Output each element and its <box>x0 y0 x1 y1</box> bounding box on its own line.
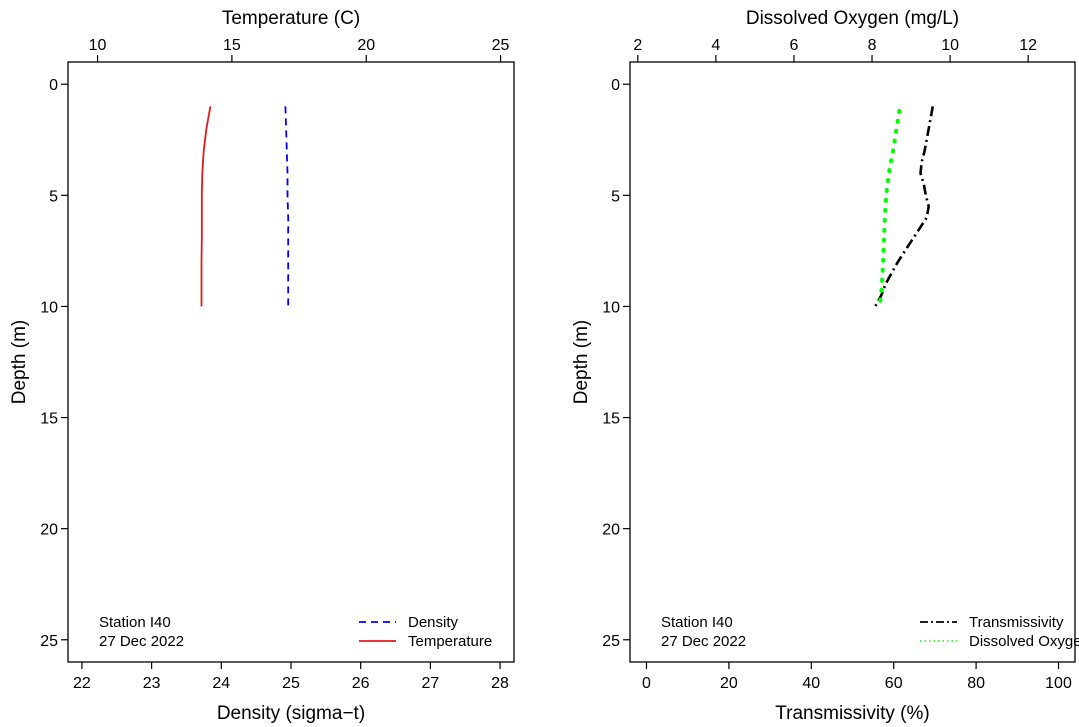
top-axis-tick-label: 6 <box>789 37 798 54</box>
y-axis-tick-label: 25 <box>602 633 620 650</box>
top-axis-title: Dissolved Oxygen (mg/L) <box>746 8 959 29</box>
top-axis-tick-label: 10 <box>89 37 107 54</box>
bottom-axis-tick-label: 100 <box>1045 675 1072 692</box>
legend-label: Dissolved Oxygen <box>969 633 1079 650</box>
series-line-transmissivity <box>874 106 935 308</box>
bottom-axis-tick-label: 26 <box>352 675 370 692</box>
y-axis-tick-label: 15 <box>602 411 620 428</box>
station-date: 27 Dec 2022 <box>661 633 746 650</box>
top-axis-tick-label: 12 <box>1019 37 1037 54</box>
y-axis-tick-label: 20 <box>602 522 620 539</box>
bottom-axis-tick-label: 0 <box>642 675 651 692</box>
bottom-axis-tick-label: 80 <box>967 675 985 692</box>
series-line-density <box>284 106 290 307</box>
bottom-axis-tick-label: 23 <box>143 675 161 692</box>
y-axis-title: Depth (m) <box>9 320 30 404</box>
station-date: 27 Dec 2022 <box>99 633 184 650</box>
legend-label: Transmissivity <box>969 614 1064 631</box>
series-line-dissolved-oxygen <box>877 108 902 309</box>
top-axis-tick-label: 15 <box>223 37 241 54</box>
y-axis-tick-label: 0 <box>611 77 620 94</box>
bottom-axis-tick-label: 40 <box>802 675 820 692</box>
top-axis-tick-label: 4 <box>711 37 720 54</box>
plot-frame-right <box>629 61 1076 663</box>
bottom-axis-tick-label: 20 <box>720 675 738 692</box>
y-axis-tick-label: 15 <box>40 411 58 428</box>
bottom-axis-title: Density (sigma−t) <box>217 703 365 724</box>
legend-label: Density <box>408 614 459 631</box>
top-axis-tick-label: 8 <box>868 37 877 54</box>
y-axis-title: Depth (m) <box>571 320 592 404</box>
bottom-axis-title: Transmissivity (%) <box>775 703 929 724</box>
top-axis-title: Temperature (C) <box>222 8 360 29</box>
top-axis-tick-label: 10 <box>941 37 959 54</box>
y-axis-tick-label: 5 <box>611 188 620 205</box>
top-axis-tick-label: 2 <box>633 37 642 54</box>
y-axis-tick-label: 10 <box>602 299 620 316</box>
legend-label: Temperature <box>408 633 492 650</box>
bottom-axis-tick-label: 24 <box>212 675 230 692</box>
bottom-axis-tick-label: 22 <box>73 675 91 692</box>
top-axis-tick-label: 20 <box>357 37 375 54</box>
bottom-axis-tick-label: 27 <box>421 675 439 692</box>
y-axis-tick-label: 25 <box>40 633 58 650</box>
bottom-axis-tick-label: 25 <box>282 675 300 692</box>
top-axis-tick-label: 25 <box>492 37 510 54</box>
y-axis-tick-label: 5 <box>49 188 58 205</box>
plot-frame-left <box>67 61 515 663</box>
y-axis-tick-label: 0 <box>49 77 58 94</box>
y-axis-tick-label: 20 <box>40 522 58 539</box>
bottom-axis-tick-label: 28 <box>491 675 509 692</box>
station-label: Station I40 <box>661 614 733 631</box>
series-line-temperature <box>200 106 212 307</box>
y-axis-tick-label: 10 <box>40 299 58 316</box>
station-label: Station I40 <box>99 614 171 631</box>
bottom-axis-tick-label: 60 <box>885 675 903 692</box>
